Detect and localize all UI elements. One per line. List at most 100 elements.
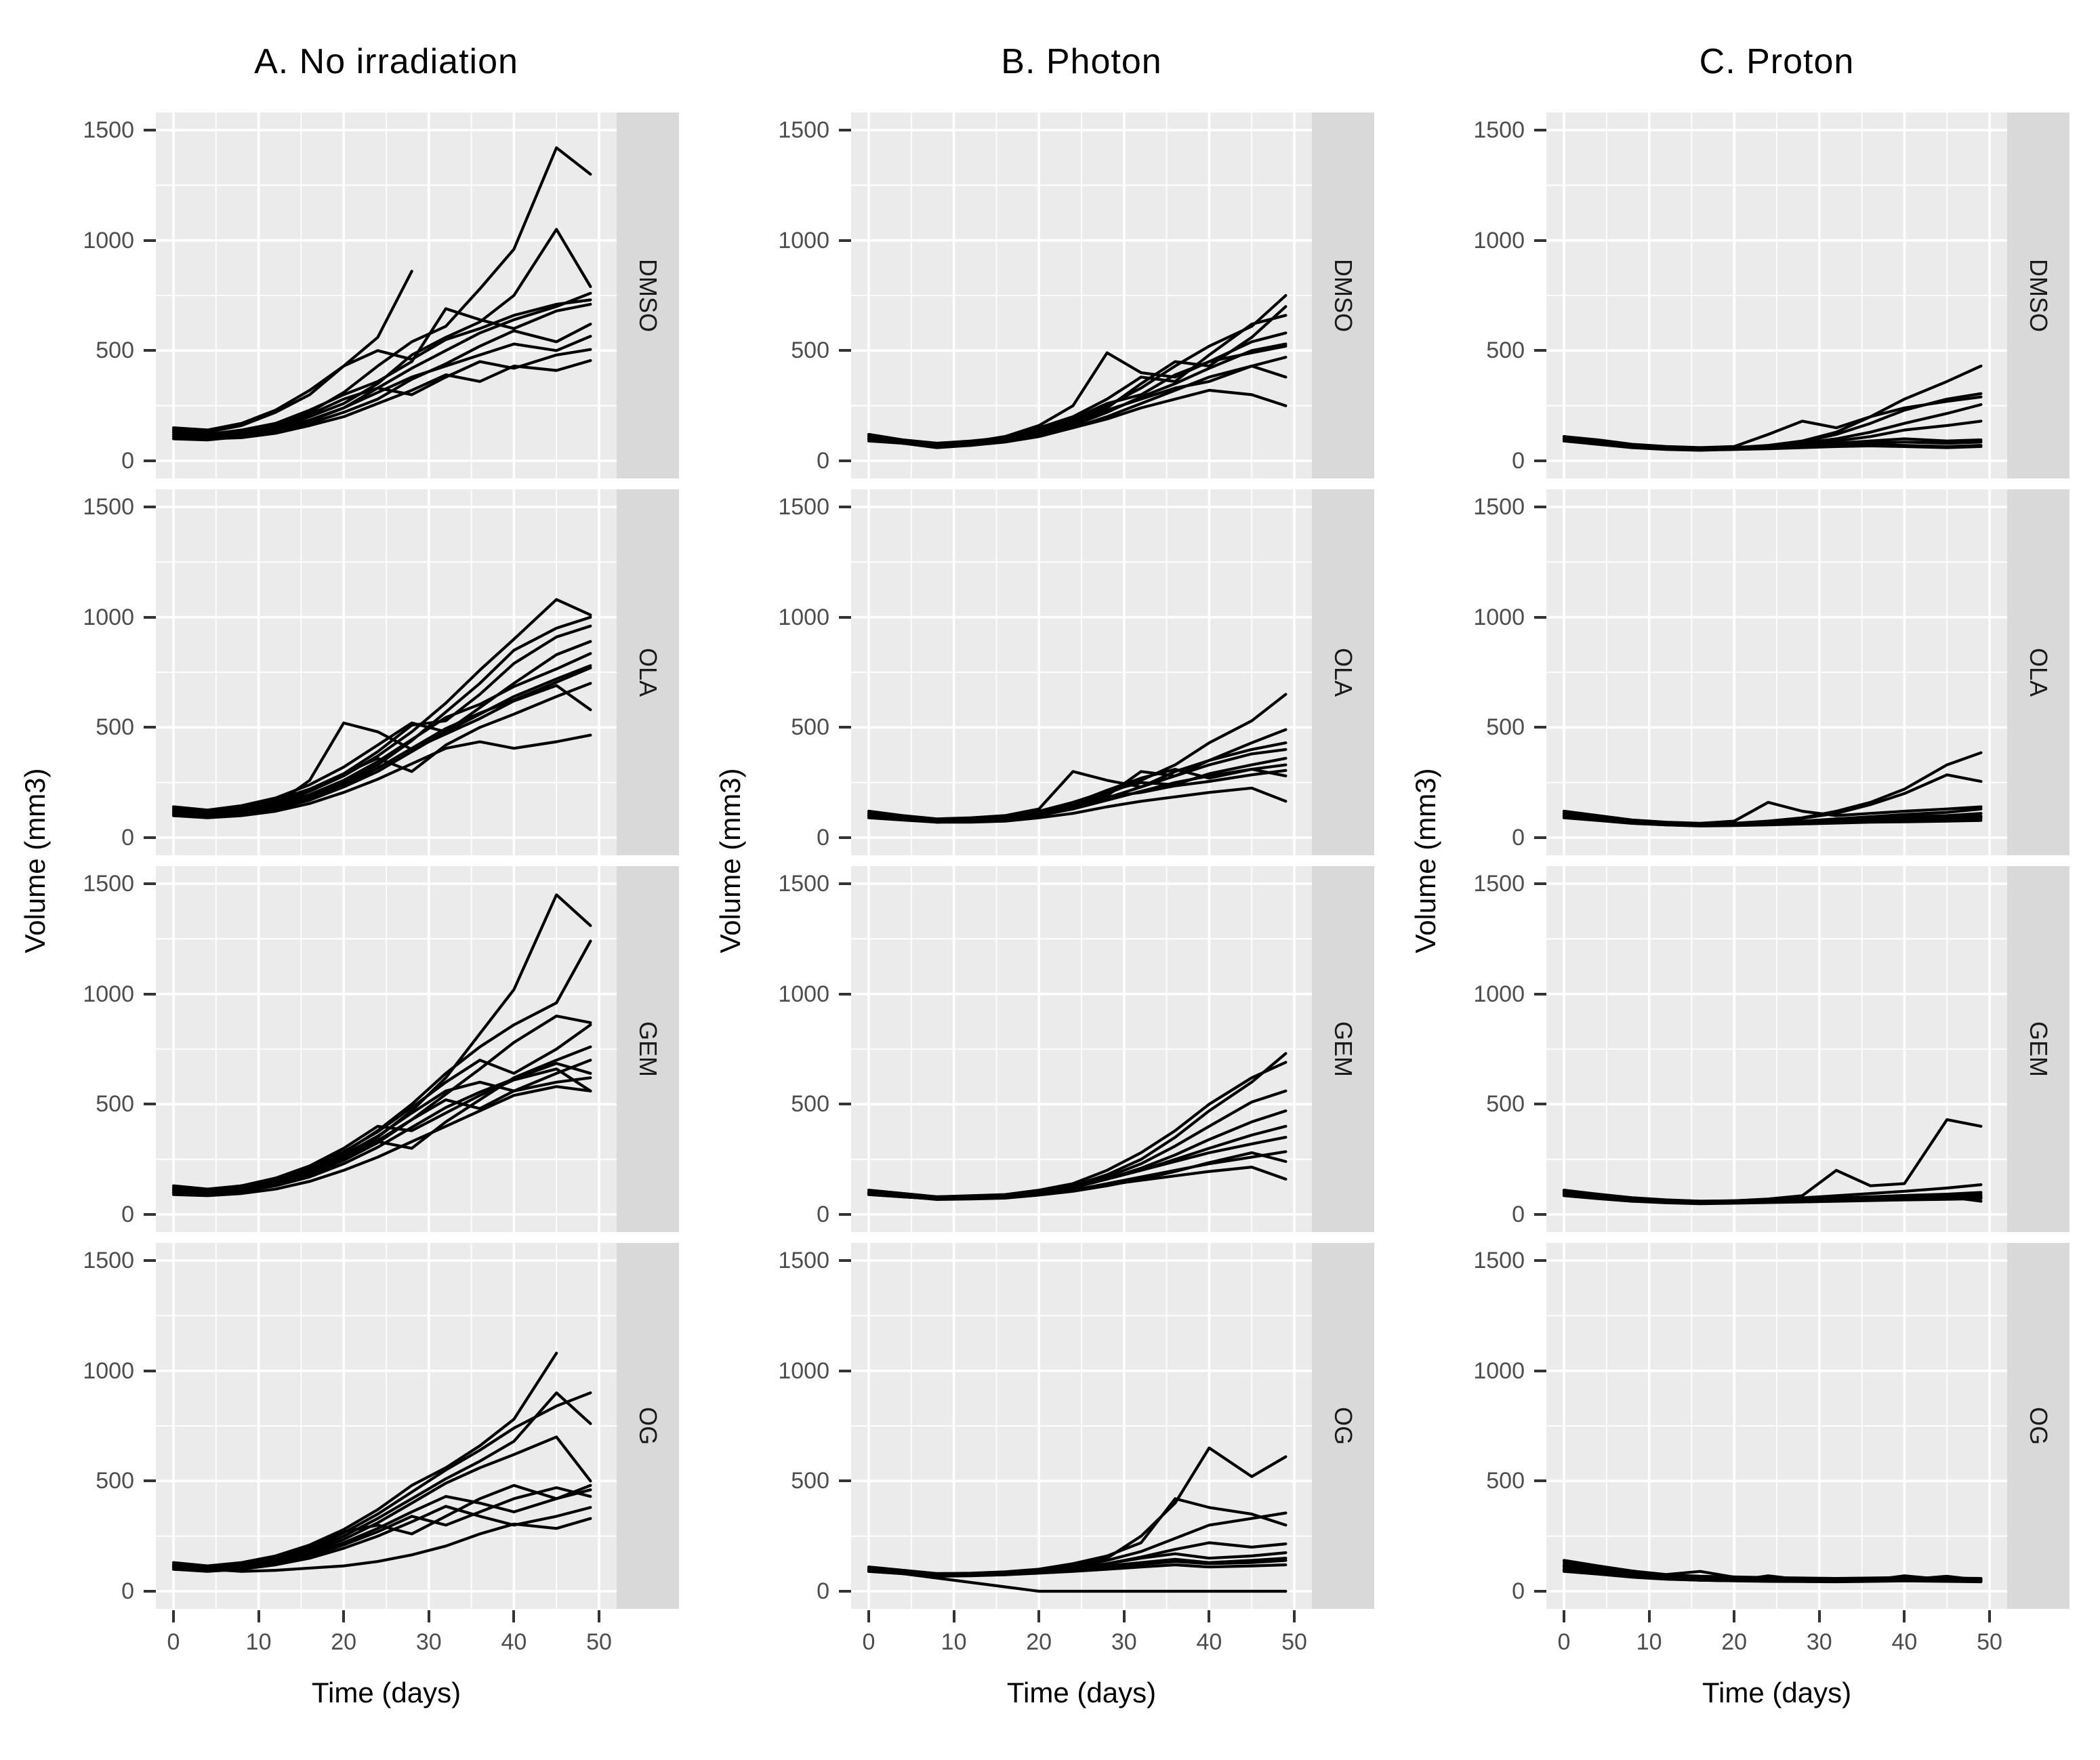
y-tick-mark — [839, 239, 851, 242]
y-tick-mark — [1534, 992, 1546, 996]
y-tick-mark — [144, 726, 156, 729]
y-tick-label: 0 — [817, 1202, 829, 1227]
y-tick-label: 1000 — [778, 981, 829, 1007]
y-tick-mark — [144, 1479, 156, 1483]
growth-curve — [171, 270, 413, 434]
x-tick-label: 50 — [1281, 1629, 1307, 1655]
y-tick-mark — [1534, 1479, 1546, 1483]
y-tick-mark — [1534, 1103, 1546, 1106]
y-tick-label: 1500 — [1473, 1248, 1525, 1273]
facet-row-a-gem: 1500 1000 500 0 GEM — [54, 866, 679, 1232]
facet-row-b-gem: 1500 1000 500 0 GEM — [749, 866, 1374, 1232]
panel-a-dmso — [156, 112, 617, 478]
growth-curve — [1562, 1194, 1983, 1206]
facet-row-c-gem: 1500 1000 500 0 GEM — [1445, 866, 2070, 1232]
y-tick-mark — [1534, 1213, 1546, 1216]
y-tick-mark — [839, 506, 851, 508]
growth-curve — [867, 1136, 1288, 1199]
panel-b-ola — [851, 489, 1312, 855]
panel-b-og — [851, 1243, 1312, 1609]
panel-b-gem — [851, 866, 1312, 1232]
y-tick-mark — [839, 1213, 851, 1216]
growth-curve — [171, 664, 592, 812]
facet-row-b-ola: 1500 1000 500 0 OLA — [749, 489, 1374, 855]
x-tick-mark — [172, 1610, 175, 1622]
growth-curve — [867, 768, 1288, 822]
y-tick-label: 1000 — [83, 227, 134, 253]
y-tick-label: 1500 — [1473, 117, 1525, 143]
y-tick-mark — [839, 882, 851, 885]
y-tick-mark — [839, 992, 851, 996]
y-tick-mark — [839, 1479, 851, 1483]
y-tick-label: 0 — [1512, 1202, 1525, 1227]
facet-strip-og: OG — [1312, 1243, 1374, 1609]
x-tick-mark — [1647, 1610, 1651, 1622]
facet-strip-og: OG — [617, 1243, 679, 1609]
x-tick-mark — [1037, 1610, 1041, 1622]
growth-curve — [171, 624, 592, 814]
facet-row-b-og: 1500 1000 500 0 OG — [749, 1243, 1374, 1609]
column-title-b: B. Photon — [1001, 42, 1162, 81]
y-axis-ticks: 1500 1000 500 0 — [1445, 1243, 1546, 1609]
facet-column-c: C. Proton Volume (mm3) 1500 1000 500 0 DMSO 1… — [1407, 11, 2070, 1720]
y-tick-label: 1000 — [1473, 604, 1525, 630]
y-tick-label: 0 — [817, 825, 829, 851]
panel-a-ola — [156, 489, 617, 855]
x-axis-c: 0 10 20 30 40 50 — [1546, 1609, 2007, 1677]
y-tick-label: 0 — [1512, 1578, 1525, 1604]
x-tick-label: 0 — [167, 1629, 180, 1655]
y-tick-label: 1000 — [778, 604, 829, 630]
panel-stack-c: 1500 1000 500 0 DMSO 1500 1000 500 0 OLA 1500 1000 5… — [1445, 112, 2070, 1609]
y-tick-mark — [144, 459, 156, 462]
facet-row-a-ola: 1500 1000 500 0 OLA — [54, 489, 679, 855]
growth-curve — [1562, 813, 1983, 827]
y-tick-label: 0 — [817, 1578, 829, 1604]
x-tick-mark — [1988, 1610, 1991, 1622]
growth-curve — [1562, 1559, 1983, 1581]
y-tick-mark — [1534, 1259, 1546, 1262]
facet-strip-label: OG — [634, 1406, 662, 1445]
facet-strip-label: OG — [1330, 1406, 1357, 1445]
y-tick-label: 500 — [96, 337, 134, 364]
y-tick-mark — [144, 239, 156, 242]
growth-curve — [171, 1517, 592, 1573]
x-tick-label: 20 — [331, 1629, 357, 1655]
y-axis-ticks: 1500 1000 500 0 — [54, 489, 156, 855]
y-tick-label: 1500 — [778, 871, 829, 897]
y-tick-label: 0 — [121, 1578, 134, 1604]
growth-curve — [171, 1483, 592, 1569]
y-tick-mark — [144, 506, 156, 508]
faceted-line-chart: A. No irradiation Volume (mm3) 1500 1000 5… — [19, 11, 2070, 1720]
x-tick-label: 50 — [586, 1629, 612, 1655]
y-axis-ticks: 1500 1000 500 0 — [749, 489, 851, 855]
y-tick-mark — [839, 1369, 851, 1372]
x-tick-mark — [1817, 1610, 1821, 1622]
growth-curve — [1562, 437, 1983, 451]
x-axis-b: 0 10 20 30 40 50 — [851, 1609, 1312, 1677]
x-tick-label: 30 — [1806, 1629, 1832, 1655]
x-tick-mark — [342, 1610, 346, 1622]
x-tick-label: 30 — [415, 1629, 442, 1655]
growth-curve — [171, 1076, 592, 1193]
panel-a-gem — [156, 866, 617, 1232]
x-tick-label: 30 — [1111, 1629, 1137, 1655]
y-tick-mark — [839, 836, 851, 839]
growth-curve — [1562, 1564, 1983, 1582]
facet-row-c-dmso: 1500 1000 500 0 DMSO — [1445, 112, 2070, 478]
facet-strip-label: DMSO — [1330, 259, 1357, 332]
facet-strip-ola: OLA — [1312, 489, 1374, 855]
growth-curve — [1562, 1189, 1983, 1204]
y-tick-mark — [144, 882, 156, 885]
y-tick-mark — [1534, 459, 1546, 462]
y-tick-mark — [1534, 1590, 1546, 1593]
x-tick-label: 40 — [1196, 1629, 1222, 1655]
x-tick-mark — [512, 1610, 516, 1622]
x-axis-title: Time (days) — [1702, 1677, 1852, 1708]
y-tick-label: 1000 — [778, 227, 829, 253]
x-tick-mark — [952, 1610, 955, 1622]
x-tick-mark — [1903, 1610, 1906, 1622]
y-tick-label: 1000 — [83, 981, 134, 1007]
facet-strip-gem: GEM — [1312, 866, 1374, 1232]
y-tick-label: 1500 — [1473, 871, 1525, 897]
y-tick-mark — [144, 615, 156, 619]
